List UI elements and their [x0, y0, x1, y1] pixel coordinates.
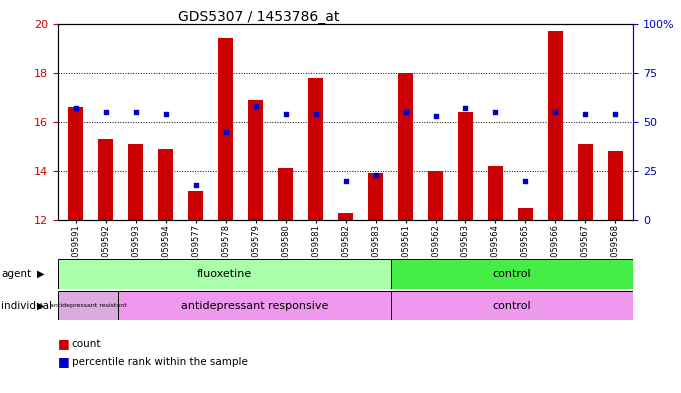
Text: ■: ■	[58, 355, 69, 368]
Bar	[128, 144, 143, 220]
Bar	[58, 291, 118, 320]
Text: antidepressant responsive: antidepressant responsive	[181, 301, 328, 310]
Point	[190, 182, 201, 188]
Bar	[548, 31, 563, 220]
Point	[70, 105, 81, 111]
Bar	[218, 39, 233, 220]
Bar	[98, 139, 113, 220]
Bar	[458, 112, 473, 220]
Bar	[488, 166, 503, 220]
Point	[490, 109, 501, 115]
Bar	[248, 100, 263, 220]
Bar	[518, 208, 533, 220]
Point	[550, 109, 561, 115]
Bar	[391, 291, 633, 320]
Point	[520, 178, 531, 184]
Text: fluoxetine: fluoxetine	[197, 269, 252, 279]
Bar	[608, 151, 623, 220]
Point	[250, 103, 261, 109]
Text: control: control	[493, 269, 531, 279]
Point	[280, 111, 291, 117]
Bar	[428, 171, 443, 220]
Bar	[368, 173, 383, 220]
Bar	[158, 149, 173, 220]
Point	[220, 129, 231, 135]
Point	[100, 109, 111, 115]
Bar	[118, 291, 391, 320]
Point	[460, 105, 471, 111]
Text: control: control	[493, 301, 531, 310]
Bar	[391, 259, 633, 289]
Bar	[188, 191, 203, 220]
Point	[160, 111, 171, 117]
Bar	[338, 213, 353, 220]
Point	[430, 113, 441, 119]
Point	[340, 178, 351, 184]
Point	[310, 111, 321, 117]
Text: ▶: ▶	[37, 301, 45, 310]
Point	[610, 111, 621, 117]
Bar	[578, 144, 593, 220]
Text: agent: agent	[1, 269, 31, 279]
Text: percentile rank within the sample: percentile rank within the sample	[72, 356, 247, 367]
Text: individual: individual	[1, 301, 52, 310]
Point	[370, 172, 381, 178]
Bar	[308, 78, 323, 220]
Bar	[68, 107, 83, 220]
Text: ■: ■	[58, 337, 69, 351]
Text: ▶: ▶	[37, 269, 45, 279]
Text: count: count	[72, 339, 101, 349]
Bar	[398, 73, 413, 220]
Point	[130, 109, 141, 115]
Bar	[278, 169, 293, 220]
Bar	[58, 259, 391, 289]
Point	[580, 111, 591, 117]
Text: antidepressant resistant: antidepressant resistant	[50, 303, 127, 308]
Text: GDS5307 / 1453786_at: GDS5307 / 1453786_at	[178, 10, 339, 24]
Point	[400, 109, 411, 115]
